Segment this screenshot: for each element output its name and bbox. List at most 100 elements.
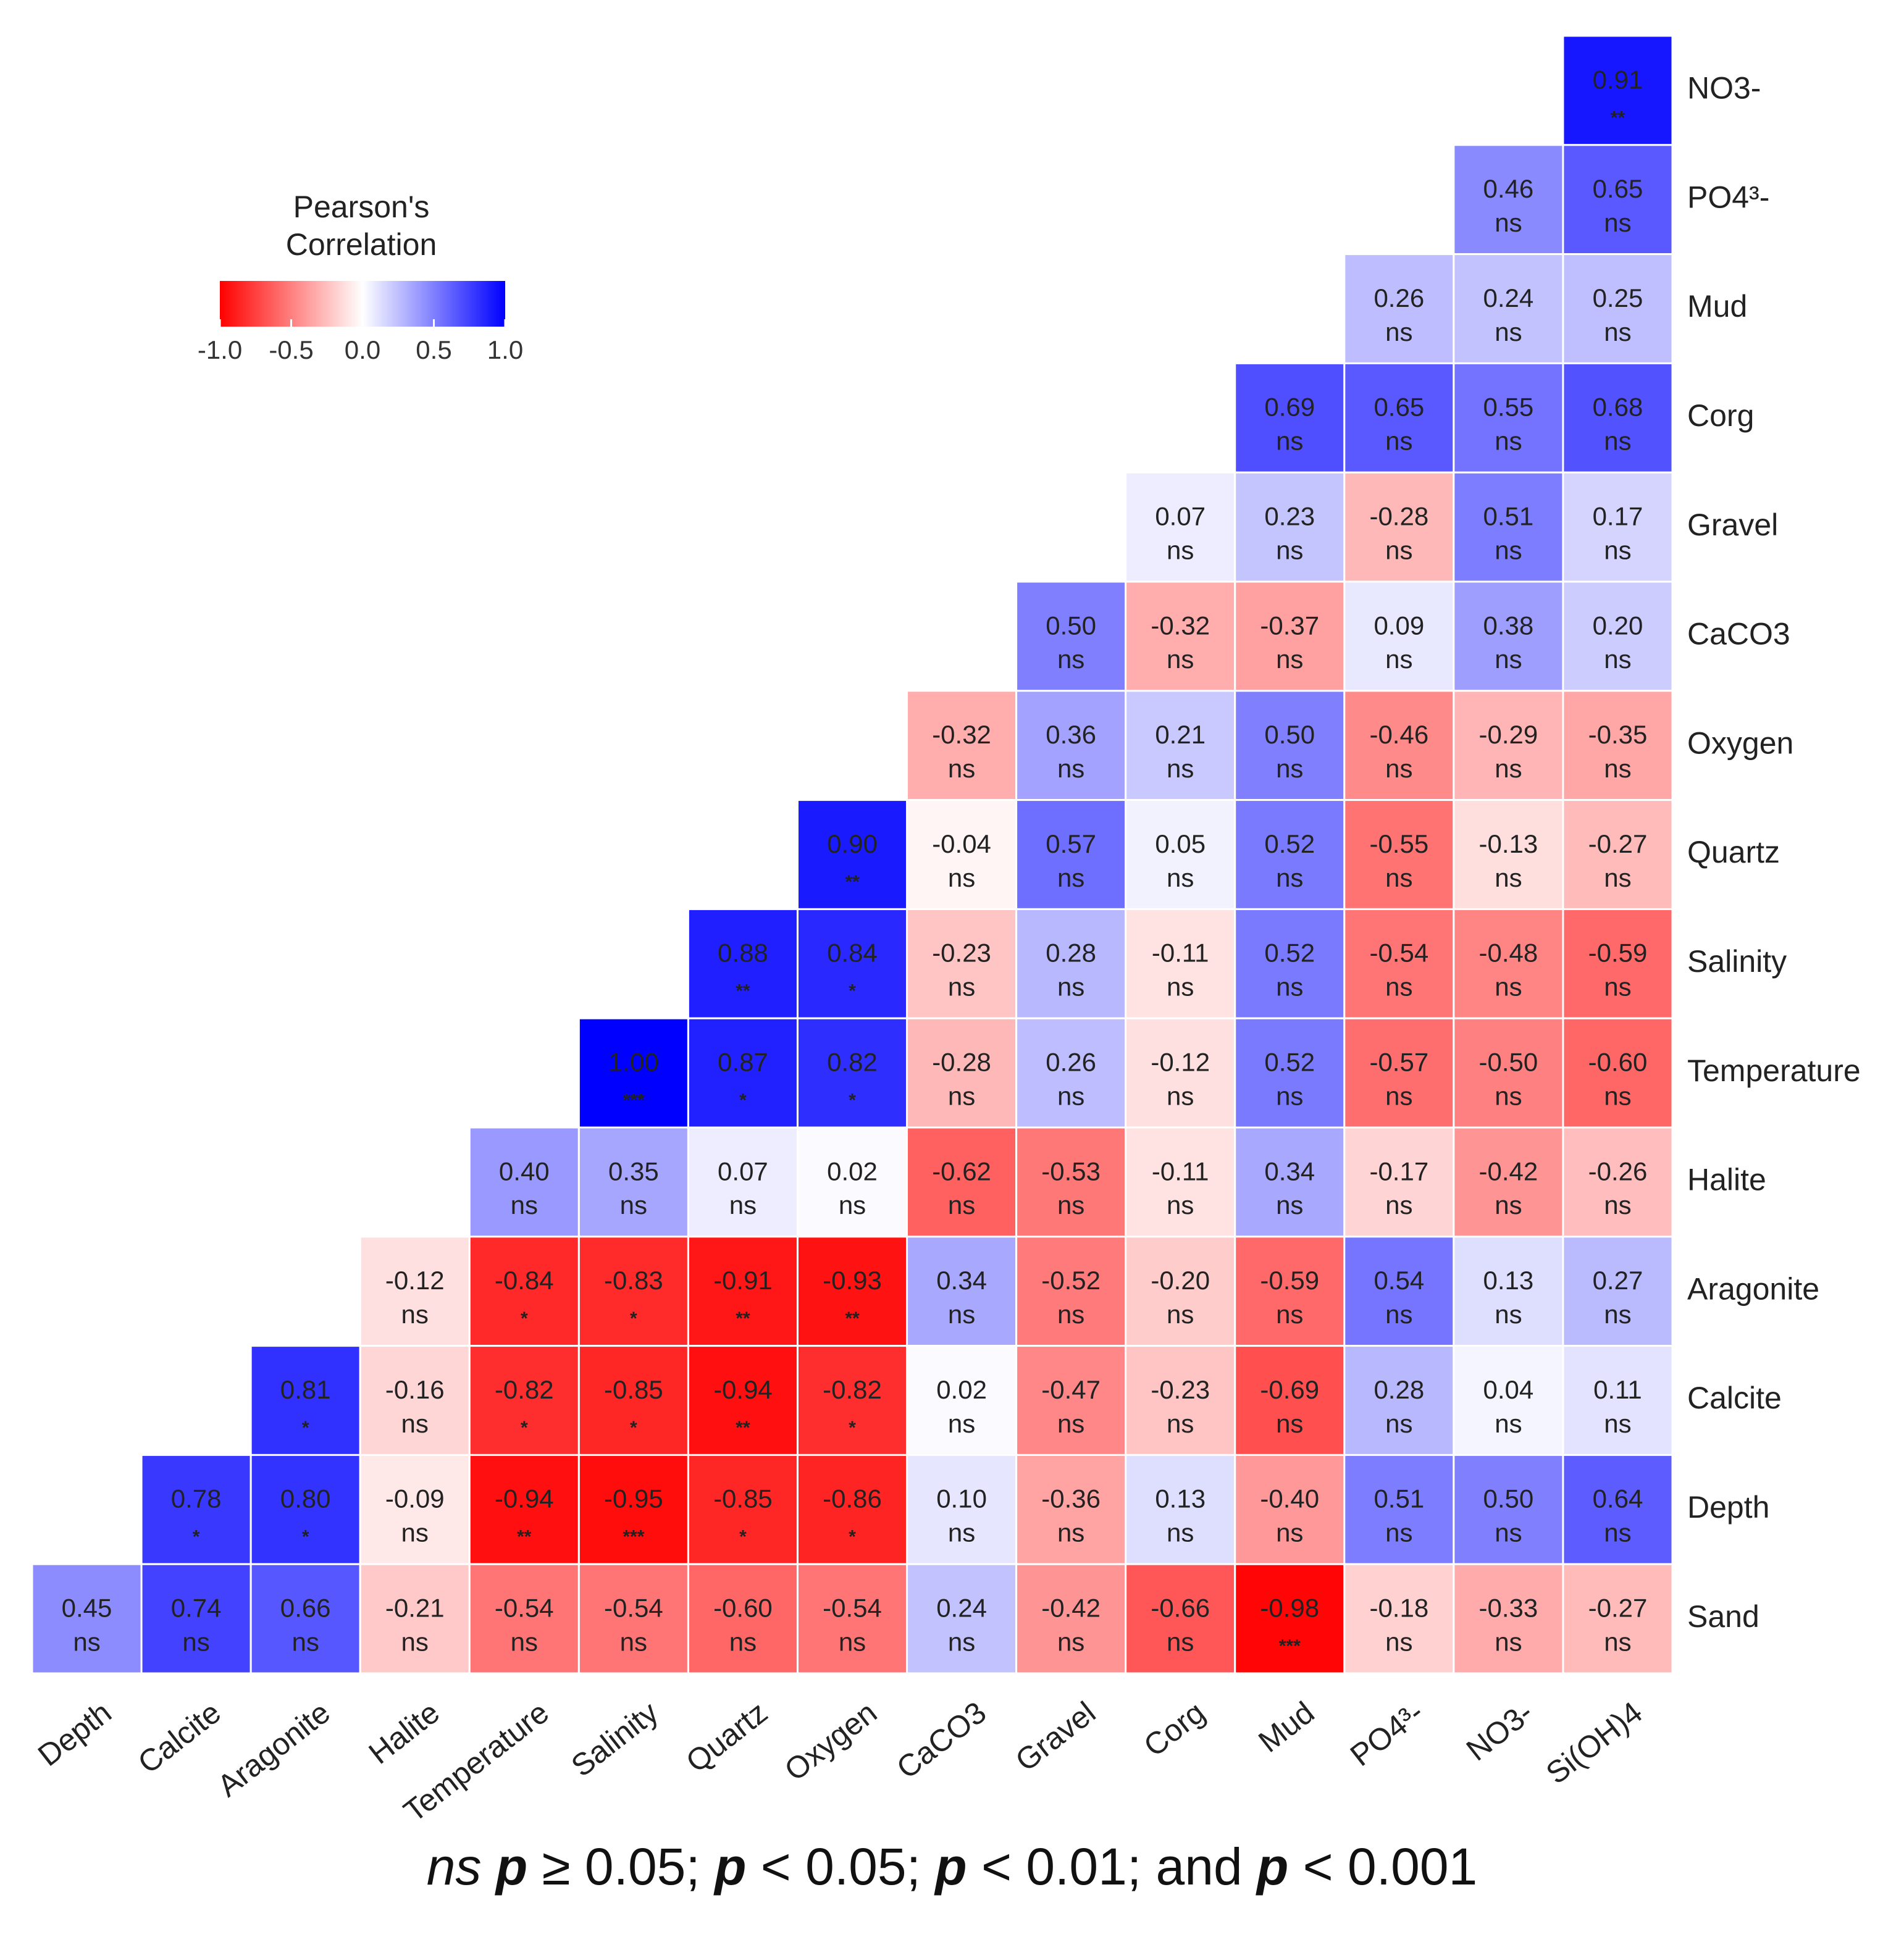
cell-value-label: -0.35 [1588,720,1648,749]
cell-value-label: -0.40 [1260,1484,1319,1513]
cell-value-label: 0.45 [62,1594,112,1623]
cell-rect [1234,1126,1346,1238]
cell-gravel-no3: 0.51 ns [1453,471,1564,583]
cell-aragonite-no3: 0.13 ns [1453,1236,1564,1347]
cell-rect [1453,1454,1564,1565]
cell-value-label: -0.42 [1041,1594,1101,1623]
cell-value-label: -0.54 [823,1594,882,1623]
cell-rect [796,1126,908,1238]
cell-depth-calcite: 0.78 * [140,1454,252,1565]
cell-rect [468,1345,580,1456]
cell-value-label: 0.24 [936,1594,987,1623]
cell-rect [1562,144,1674,256]
legend-title-line-2: Correlation [286,227,437,262]
cell-rect [1343,1126,1455,1238]
cell-salinity-caco3: -0.23 ns [906,908,1018,1019]
cell-temperature-caco3: -0.28 ns [906,1017,1018,1129]
cell-value-label: -0.48 [1479,939,1538,968]
cell-value-label: -0.04 [932,829,991,858]
cell-rect [250,1345,361,1456]
cell-halite-temperature: 0.40 ns [468,1126,580,1238]
cell-rect [1015,690,1127,801]
cell-temperature-si-oh-4: -0.60 ns [1562,1017,1674,1129]
cell-rect [1125,1454,1236,1565]
cell-significance-label: ns [1604,972,1631,1002]
cell-sand-oxygen: -0.54 ns [796,1563,908,1675]
cell-rect [1343,1236,1455,1347]
cell-rect [1343,580,1455,692]
cell-calcite-temperature: -0.82 * [468,1345,580,1456]
cell-significance-label: ns [1495,972,1522,1002]
cell-aragonite-mud: -0.59 ns [1234,1236,1346,1347]
cell-rect [1125,1563,1236,1675]
cell-significance-label: * [302,1527,309,1547]
cell-depth-halite: -0.09 ns [359,1454,471,1565]
cell-calcite-oxygen: -0.82 * [796,1345,908,1456]
footnote-p-1: p [495,1838,528,1896]
row-label-calcite: Calcite [1687,1381,1782,1415]
cell-significance-label: ** [736,981,750,1002]
cell-halite-po4: -0.17 ns [1343,1126,1455,1238]
cell-significance-label: ns [1385,1627,1412,1656]
cell-value-label: 0.38 [1483,611,1534,640]
cell-value-label: 0.20 [1593,611,1643,640]
cell-significance-label: * [193,1527,200,1547]
cell-salinity-corg: -0.11 ns [1125,908,1236,1019]
cell-caco3-mud: -0.37 ns [1234,580,1346,692]
cell-significance-label: ns [948,863,975,892]
cell-value-label: -0.27 [1588,1594,1648,1623]
column-label-mud: Mud [1252,1695,1320,1759]
cell-depth-caco3: 0.10 ns [906,1454,1018,1565]
cell-rect [1562,908,1674,1019]
cell-rect [1562,35,1674,146]
cell-quartz-mud: 0.52 ns [1234,799,1346,910]
cell-significance-label: ns [1276,535,1303,564]
cell-value-label: 0.27 [1593,1266,1643,1295]
cell-value-label: -0.54 [495,1594,554,1623]
cell-depth-aragonite: 0.80 * [250,1454,361,1565]
cell-significance-label: ns [1385,427,1412,456]
cell-halite-no3: -0.42 ns [1453,1126,1564,1238]
cell-rect [577,1563,689,1675]
cell-significance-label: * [739,1527,747,1547]
cell-depth-po4: 0.51 ns [1343,1454,1455,1565]
row-label-po4: PO4³- [1687,180,1769,214]
cell-rect [1234,1017,1346,1129]
cell-rect [1015,1017,1127,1129]
cell-value-label: 0.52 [1264,1048,1315,1077]
cell-significance-label: ns [1495,208,1522,237]
cell-rect [796,1236,908,1347]
cell-value-label: 0.04 [1483,1375,1534,1404]
cell-significance-label: ns [1276,1081,1303,1110]
cell-significance-label: ns [1604,1081,1631,1110]
cell-value-label: -0.82 [495,1375,554,1404]
cell-value-label: -0.28 [1369,502,1428,531]
cell-rect [1562,1454,1674,1565]
cell-corg-mud: 0.69 ns [1234,362,1346,474]
cell-value-label: 0.78 [171,1484,222,1513]
cell-calcite-si-oh-4: 0.11 ns [1562,1345,1674,1456]
cell-aragonite-po4: 0.54 ns [1343,1236,1455,1347]
cell-significance-label: ns [1057,1627,1084,1656]
cell-significance-label: ns [73,1627,100,1656]
cell-significance-label: ns [729,1190,757,1219]
cell-rect [1234,690,1346,801]
cell-significance-label: ns [1495,754,1522,783]
cell-rect [687,1454,799,1565]
cell-temperature-quartz: 0.87 * [687,1017,799,1129]
cell-rect [906,690,1018,801]
cell-depth-si-oh-4: 0.64 ns [1562,1454,1674,1565]
cell-value-label: 0.36 [1046,720,1096,749]
cell-significance-label: ns [1385,863,1412,892]
cell-value-label: -0.62 [932,1157,991,1186]
cell-significance-label: ns [1495,1627,1522,1656]
cell-rect [1562,1563,1674,1675]
cell-significance-label: ns [1167,1627,1194,1656]
cell-value-label: 0.35 [608,1157,659,1186]
cell-significance-label: ns [1385,645,1412,674]
column-label-aragonite: Aragonite [211,1695,337,1804]
cell-rect [1562,1345,1674,1456]
cell-value-label: -0.94 [495,1484,554,1513]
cell-value-label: -0.47 [1041,1375,1101,1404]
cell-rect [1562,799,1674,910]
